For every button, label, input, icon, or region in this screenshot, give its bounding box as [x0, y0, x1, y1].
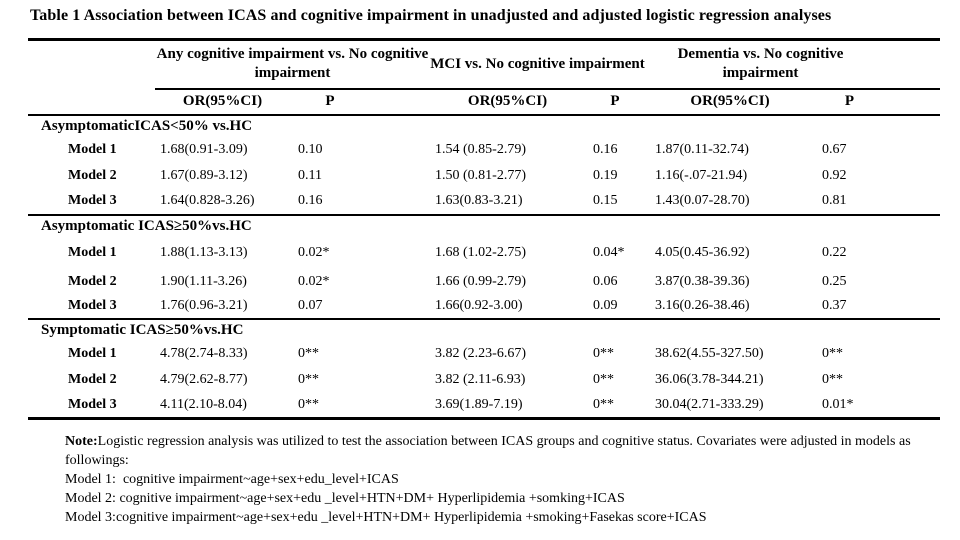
- or-value-cell: 4.78(2.74-8.33): [160, 345, 248, 361]
- or-value-cell: 1.90(1.11-3.26): [160, 273, 247, 289]
- or-value-cell: 1.76(0.96-3.21): [160, 298, 248, 313]
- p-header-3: P: [815, 88, 941, 116]
- or-value-cell: 1.54 (0.85-2.79): [435, 141, 526, 157]
- or-value-cell: 3.69(1.89-7.19): [435, 396, 523, 412]
- or-value-cell: 1.66(0.92-3.00): [435, 298, 523, 313]
- or-value-cell: 4.11(2.10-8.04): [160, 396, 247, 412]
- p-value-cell: 0.67: [822, 141, 847, 157]
- p-value-cell: 0.15: [593, 193, 618, 208]
- p-value-cell: 0**: [822, 371, 843, 387]
- p-value-cell: 0.16: [298, 193, 323, 208]
- model-row: Model 1 1.68(0.91-3.09) 0.10 1.54 (0.85-…: [28, 137, 940, 163]
- results-table: Any cognitive impairment vs. No cognitiv…: [28, 38, 941, 420]
- or-value-cell: 38.62(4.55-327.50): [655, 345, 764, 361]
- model-label: Model 3: [68, 298, 117, 313]
- p-value-cell: 0.37: [822, 298, 847, 313]
- model-label: Model 1: [68, 345, 117, 361]
- p-value-cell: 0.92: [822, 167, 847, 183]
- p-value-cell: 0**: [298, 345, 319, 361]
- or-value-cell: 3.16(0.26-38.46): [655, 298, 750, 313]
- note-text: Note:Logistic regression analysis was ut…: [65, 434, 911, 468]
- or-ci-header-1: OR(95%CI): [155, 88, 290, 116]
- or-value-cell: 1.64(0.828-3.26): [160, 193, 255, 208]
- or-value-cell: 1.87(0.11-32.74): [655, 141, 749, 157]
- or-ci-header-2: OR(95%CI): [430, 88, 585, 116]
- p-value-cell: 0.11: [298, 167, 322, 183]
- p-value-cell: 0.09: [593, 298, 618, 313]
- model-row: Model 1 4.78(2.74-8.33) 0** 3.82 (2.23-6…: [28, 341, 940, 367]
- p-value-cell: 0**: [298, 371, 319, 387]
- or-value-cell: 1.68(0.91-3.09): [160, 141, 248, 157]
- model-row: Model 2 1.67(0.89-3.12) 0.11 1.50 (0.81-…: [28, 163, 940, 189]
- p-value-cell: 0.02*: [298, 273, 330, 289]
- model-label: Model 3: [68, 396, 117, 412]
- or-value-cell: 3.82 (2.23-6.67): [435, 345, 526, 361]
- or-value-cell: 1.66 (0.99-2.79): [435, 273, 526, 289]
- or-value-cell: 1.50 (0.81-2.77): [435, 167, 526, 183]
- or-value-cell: 1.68 (1.02-2.75): [435, 244, 526, 260]
- p-value-cell: 0.25: [822, 273, 847, 289]
- p-value-cell: 0.07: [298, 298, 323, 313]
- p-header-1: P: [290, 88, 430, 116]
- note-model-3: Model 3:cognitive impairment~age+sex+edu…: [65, 510, 707, 525]
- model-label: Model 3: [68, 193, 117, 208]
- p-value-cell: 0**: [822, 345, 843, 361]
- section-header-symptomatic-ge50: Symptomatic ICAS≥50%vs.HC: [28, 317, 941, 341]
- p-value-cell: 0.81: [822, 193, 847, 208]
- section-header-asymptomatic-lt50: AsymptomaticICAS<50% vs.HC: [41, 117, 253, 134]
- p-header-2: P: [585, 88, 645, 116]
- p-value-cell: 0.10: [298, 141, 323, 157]
- or-value-cell: 3.82 (2.11-6.93): [435, 371, 526, 387]
- or-value-cell: 1.67(0.89-3.12): [160, 167, 248, 183]
- p-value-cell: 0.22: [822, 244, 847, 260]
- or-ci-header-3: OR(95%CI): [645, 88, 815, 116]
- empty-corner-cell: [28, 40, 155, 89]
- column-group-dementia: Dementia vs. No cognitive impairment: [645, 39, 941, 90]
- p-value-cell: 0**: [593, 371, 614, 387]
- or-value-cell: 3.87(0.38-39.36): [655, 273, 750, 289]
- or-value-cell: 1.16(-.07-21.94): [655, 167, 748, 183]
- model-row: Model 1 1.88(1.13-3.13) 0.02* 1.68 (1.02…: [28, 237, 940, 269]
- or-value-cell: 1.43(0.07-28.70): [655, 193, 750, 208]
- model-row: Model 3 1.64(0.828-3.26) 0.16 1.63(0.83-…: [28, 189, 940, 215]
- model-label: Model 1: [68, 141, 117, 157]
- p-value-cell: 0**: [298, 396, 319, 412]
- note-label: Note:: [65, 434, 98, 449]
- p-value-cell: 0.02*: [298, 244, 330, 260]
- or-value-cell: 4.79(2.62-8.77): [160, 371, 248, 387]
- note-block: Note:Logistic regression analysis was ut…: [65, 432, 933, 527]
- sub-header-row: OR(95%CI) P OR(95%CI) P OR(95%CI) P: [28, 88, 941, 116]
- or-value-cell: 1.88(1.13-3.13): [160, 244, 248, 260]
- or-value-cell: 1.63(0.83-3.21): [435, 193, 523, 208]
- model-label: Model 2: [68, 167, 117, 183]
- empty-header-cell: [28, 88, 155, 116]
- note-model-1: Model 1: cognitive impairment~age+sex+ed…: [65, 472, 399, 487]
- p-value-cell: 0.16: [593, 141, 618, 157]
- model-label: Model 1: [68, 244, 117, 260]
- p-value-cell: 0**: [593, 396, 614, 412]
- model-row: Model 3 4.11(2.10-8.04) 0** 3.69(1.89-7.…: [28, 393, 940, 419]
- model-row: Model 2 4.79(2.62-8.77) 0** 3.82 (2.11-6…: [28, 367, 940, 393]
- column-group-header-row: Any cognitive impairment vs. No cognitiv…: [28, 39, 941, 90]
- note-model-2: Model 2: cognitive impairment~age+sex+ed…: [65, 491, 625, 506]
- model-row: Model 2 1.90(1.11-3.26) 0.02* 1.66 (0.99…: [28, 269, 940, 295]
- or-value-cell: 4.05(0.45-36.92): [655, 244, 750, 260]
- column-group-any-impairment: Any cognitive impairment vs. No cognitiv…: [155, 39, 430, 90]
- model-label: Model 2: [68, 371, 117, 387]
- p-value-cell: 0.04*: [593, 244, 625, 260]
- p-value-cell: 0.19: [593, 167, 618, 183]
- or-value-cell: 30.04(2.71-333.29): [655, 396, 764, 412]
- section-header-asymptomatic-ge50: Asymptomatic ICAS≥50%vs.HC: [28, 213, 941, 237]
- model-row: Model 3 1.76(0.96-3.21) 0.07 1.66(0.92-3…: [28, 295, 940, 319]
- column-group-mci: MCI vs. No cognitive impairment: [430, 39, 645, 90]
- p-value-cell: 0**: [593, 345, 614, 361]
- model-label: Model 2: [68, 273, 117, 289]
- or-value-cell: 36.06(3.78-344.21): [655, 371, 764, 387]
- table-title: Table 1 Association between ICAS and cog…: [30, 7, 832, 24]
- p-value-cell: 0.01*: [822, 396, 854, 412]
- p-value-cell: 0.06: [593, 273, 618, 289]
